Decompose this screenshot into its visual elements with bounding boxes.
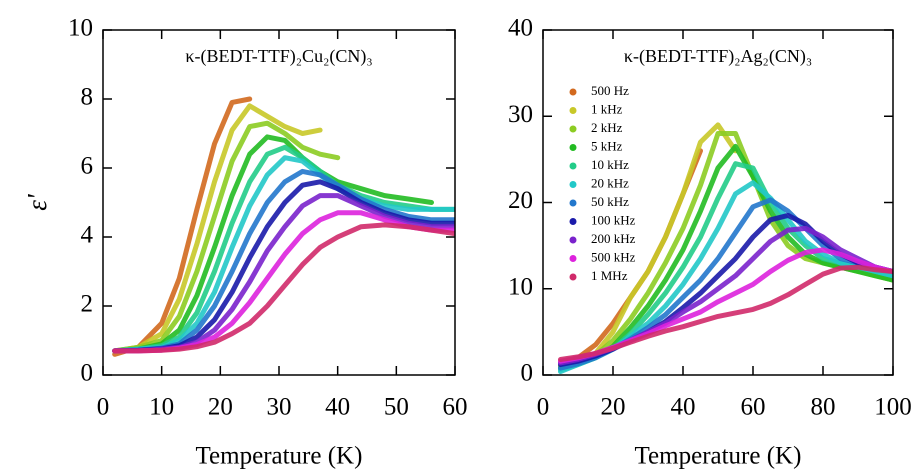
legend-label: 100 kHz bbox=[591, 212, 636, 227]
legend-label: 20 kHz bbox=[591, 175, 629, 190]
x-tick-label: 60 bbox=[741, 394, 766, 421]
x-tick-label: 20 bbox=[601, 394, 626, 421]
x-tick-label: 40 bbox=[671, 394, 696, 421]
legend-marker bbox=[569, 236, 577, 244]
data-curve bbox=[112, 144, 455, 354]
legend-label: 500 kHz bbox=[591, 249, 636, 264]
legend-marker bbox=[569, 181, 577, 188]
x-tick-label: 50 bbox=[384, 394, 409, 421]
plot-frame bbox=[102, 29, 456, 376]
legend-marker bbox=[569, 144, 577, 151]
x-axis-label: Temperature (K) bbox=[635, 443, 802, 470]
data-curve bbox=[112, 222, 455, 354]
x-tick-label: 0 bbox=[97, 394, 110, 421]
plot-area bbox=[112, 96, 455, 357]
chart-title: κ-(BEDT-TTF)₂Cu₂(CN)₃ bbox=[185, 46, 372, 67]
x-axis-label: Temperature (K) bbox=[196, 443, 363, 470]
legend-marker bbox=[569, 107, 577, 114]
y-tick-label: 30 bbox=[508, 101, 533, 128]
y-tick-label: 0 bbox=[81, 360, 94, 387]
chart-title: κ-(BEDT-TTF)₂Ag₂(CN)₃ bbox=[624, 46, 812, 67]
x-tick-label: 10 bbox=[149, 394, 174, 421]
x-tick-label: 100 bbox=[874, 394, 912, 421]
legend-marker bbox=[569, 125, 577, 133]
y-tick-label: 8 bbox=[81, 84, 94, 111]
y-tick-label: 0 bbox=[521, 360, 534, 387]
legend-marker bbox=[569, 273, 577, 281]
legend-label: 200 kHz bbox=[591, 231, 636, 246]
y-tick-label: 4 bbox=[81, 222, 94, 249]
data-curve bbox=[112, 120, 341, 354]
y-tick-label: 40 bbox=[508, 15, 533, 42]
legend-label: 2 kHz bbox=[591, 120, 623, 135]
x-tick-label: 80 bbox=[811, 394, 836, 421]
legend-marker bbox=[569, 218, 577, 225]
legend-label: 1 kHz bbox=[591, 101, 623, 116]
data-curve bbox=[112, 134, 434, 354]
x-tick-label: 20 bbox=[208, 394, 233, 421]
y-tick-label: 10 bbox=[68, 15, 93, 42]
legend-label: 1 MHz bbox=[591, 268, 628, 283]
data-curve bbox=[112, 155, 455, 354]
y-tick-label: 2 bbox=[81, 291, 94, 318]
data-curve bbox=[112, 103, 323, 354]
y-tick-label: 6 bbox=[81, 153, 94, 180]
legend-label: 500 Hz bbox=[591, 83, 629, 98]
y-tick-label: 10 bbox=[508, 273, 533, 300]
plot-area bbox=[558, 122, 893, 375]
x-tick-label: 30 bbox=[267, 394, 292, 421]
data-curve bbox=[558, 264, 893, 362]
legend-marker bbox=[569, 255, 577, 262]
x-tick-label: 40 bbox=[325, 394, 350, 421]
legend-marker bbox=[569, 88, 577, 96]
legend-label: 5 kHz bbox=[591, 138, 623, 153]
legend-marker bbox=[569, 162, 577, 170]
legend-label: 50 kHz bbox=[591, 194, 629, 209]
legend-marker bbox=[569, 199, 577, 207]
y-axis-label: ε' bbox=[22, 193, 52, 211]
y-tick-label: 20 bbox=[508, 187, 533, 214]
x-tick-label: 0 bbox=[537, 394, 550, 421]
legend-label: 10 kHz bbox=[591, 157, 629, 172]
x-tick-label: 60 bbox=[443, 394, 468, 421]
